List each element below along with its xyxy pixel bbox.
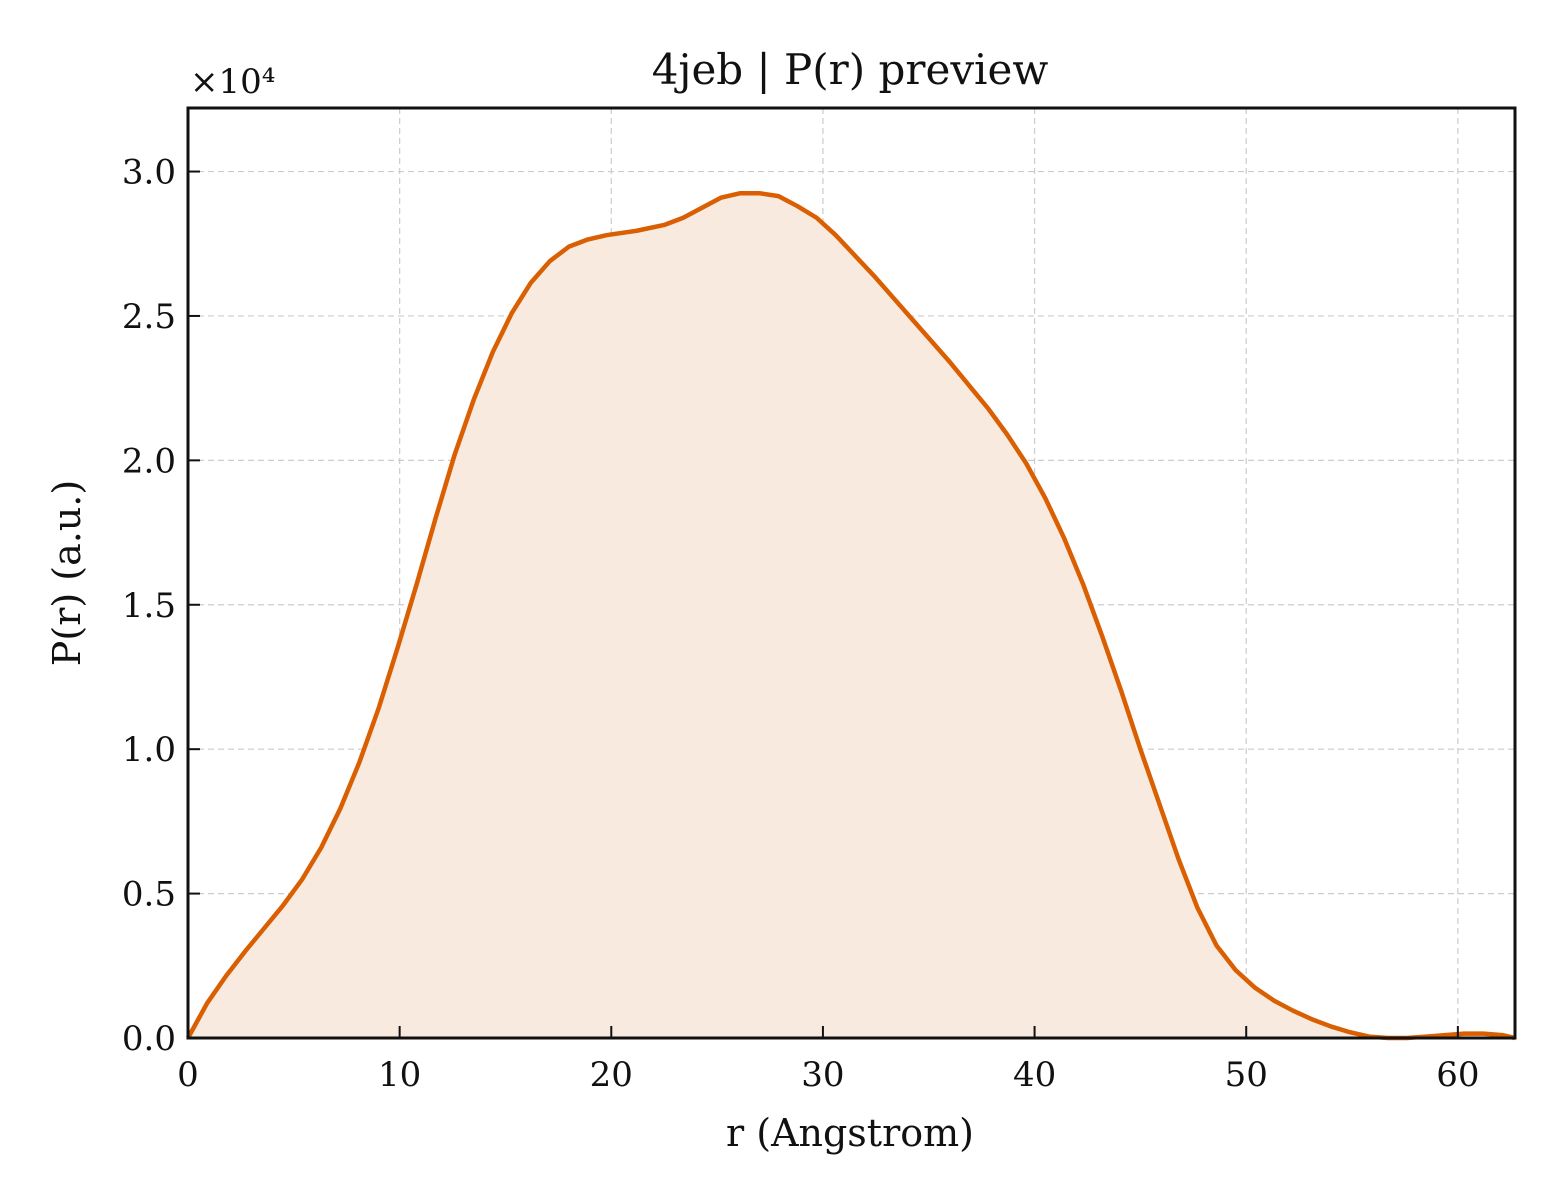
y-tick-label: 1.0 [122, 730, 176, 770]
y-tick-label: 0.5 [122, 875, 176, 915]
plot-frame [186, 106, 1517, 1040]
y-tick-label: 1.5 [122, 586, 176, 626]
pr-series-line [186, 190, 1516, 1041]
x-tick-label: 20 [590, 1055, 633, 1095]
y-tick-label: 2.0 [122, 441, 176, 481]
y-tick-label: 2.5 [122, 297, 176, 337]
x-tick-label: 50 [1225, 1055, 1268, 1095]
y-tick-label: 3.0 [122, 153, 176, 193]
pr-area-fill [188, 193, 1515, 1038]
x-tick-label: 60 [1436, 1055, 1479, 1095]
x-tick-label: 0 [177, 1055, 199, 1095]
y-axis-multiplier: ×10⁴ [190, 62, 275, 102]
x-axis-label: r (Angstrom) [726, 1111, 974, 1155]
x-tick-label: 10 [378, 1055, 421, 1095]
ticks: 0 10 20 30 40 50 60 0.0 0.5 1.0 1.5 2.0 2.5 3.0 [122, 153, 1480, 1095]
x-tick-label: 30 [801, 1055, 844, 1095]
y-axis-label: P(r) (a.u.) [45, 480, 89, 666]
chart-title: 4jeb | P(r) preview [652, 45, 1049, 94]
y-tick-label: 0.0 [122, 1019, 176, 1059]
x-tick-label: 40 [1013, 1055, 1056, 1095]
